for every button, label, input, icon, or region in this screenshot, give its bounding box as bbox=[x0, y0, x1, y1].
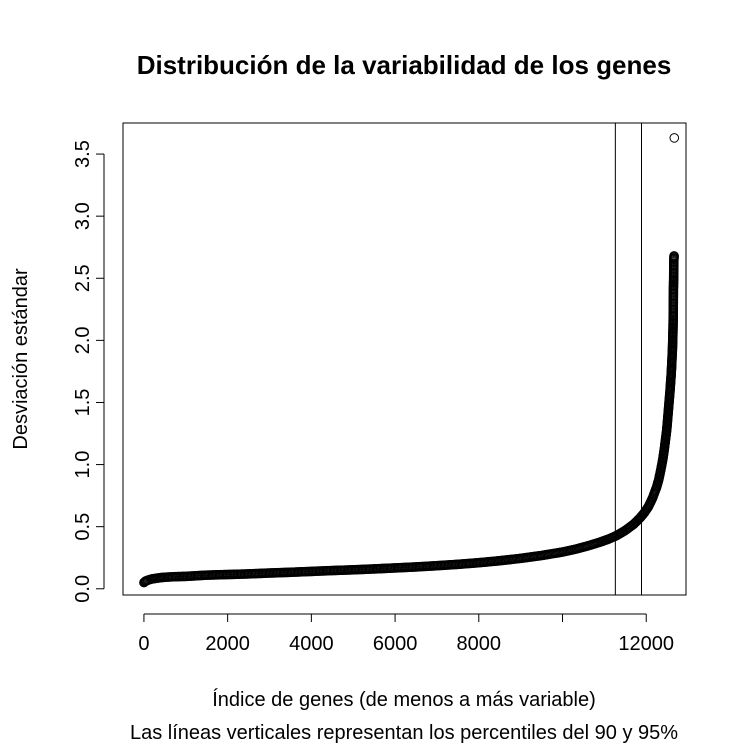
x-tick-label: 8000 bbox=[457, 633, 502, 655]
data-point bbox=[669, 133, 680, 143]
x-tick-label: 2000 bbox=[205, 633, 250, 655]
y-tick-label: 0.5 bbox=[72, 513, 94, 541]
data-point bbox=[669, 251, 679, 261]
data-points bbox=[139, 133, 680, 588]
y-tick-label: 2.5 bbox=[72, 264, 94, 292]
plot-frame bbox=[122, 122, 687, 596]
percentile-lines bbox=[614, 123, 643, 595]
y-tick-label: 2.0 bbox=[72, 326, 94, 354]
y-tick-label: 3.5 bbox=[72, 140, 94, 168]
x-tick-label: 4000 bbox=[289, 633, 334, 655]
y-tick-label: 0.0 bbox=[72, 575, 94, 603]
y-axis-label: Desviación estándar bbox=[10, 268, 32, 450]
y-tick-label: 1.0 bbox=[72, 451, 94, 479]
x-axis-label: Índice de genes (de menos a más variable… bbox=[212, 688, 596, 711]
y-axis: 0.0 0.5 1.0 1.5 2.0 2.5 3.0 3.5 bbox=[72, 140, 105, 603]
x-axis: 0 2000 4000 6000 8000 12000 bbox=[138, 613, 674, 655]
y-tick-label: 1.5 bbox=[72, 389, 94, 417]
y-tick-label: 3.0 bbox=[72, 202, 94, 230]
chart-subtitle: Las líneas verticales representan los pe… bbox=[130, 722, 678, 744]
x-tick-label: 12000 bbox=[618, 633, 674, 655]
x-tick-label: 6000 bbox=[373, 633, 418, 655]
chart-title: Distribución de la variabilidad de los g… bbox=[137, 50, 672, 80]
x-tick-label: 0 bbox=[138, 633, 149, 655]
